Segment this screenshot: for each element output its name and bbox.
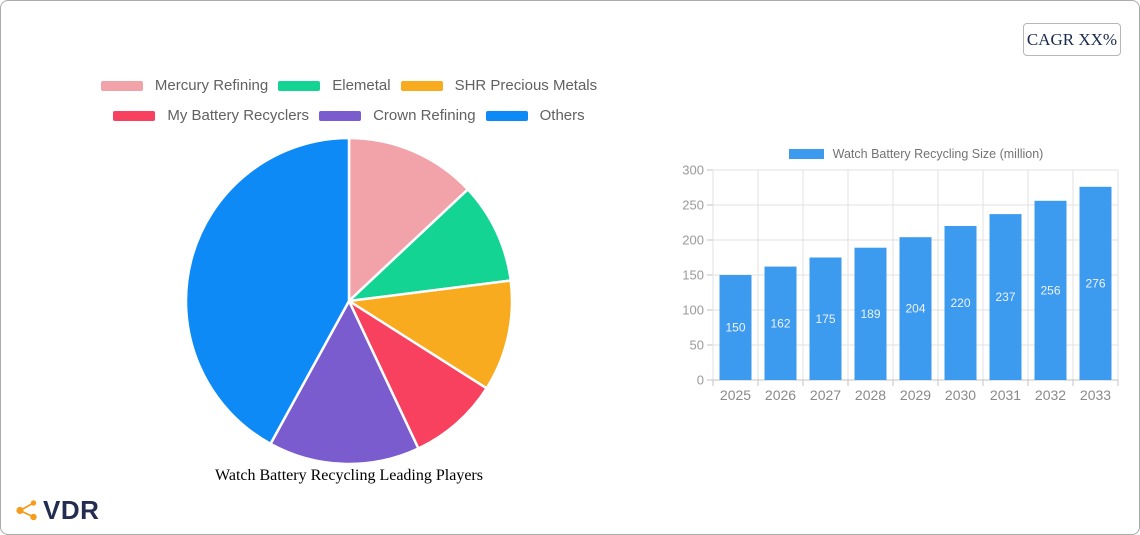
legend-swatch (485, 110, 528, 121)
pie-legend-row: Mercury Refining Elemetal SHR Precious Met… (100, 76, 598, 95)
pie-slice-mercury-refining[interactable] (347, 136, 470, 303)
legend-item-elemetal[interactable]: Elemetal (278, 76, 391, 95)
bar-legend[interactable]: Watch Battery Recycling Size (million) (713, 147, 1119, 161)
bar-series (719, 186, 1112, 381)
bar-2028[interactable] (854, 247, 887, 380)
svg-text:50: 50 (690, 338, 704, 353)
svg-text:2025: 2025 (720, 387, 751, 403)
bar-legend-label: Watch Battery Recycling Size (million) (832, 147, 1044, 161)
svg-text:2033: 2033 (1080, 387, 1111, 403)
legend-swatch (400, 80, 443, 91)
legend-label: SHR Precious Metals (454, 77, 598, 94)
bar-2032[interactable] (1034, 200, 1067, 380)
cagr-badge[interactable]: CAGR XX% (1023, 23, 1121, 56)
legend-swatch (100, 80, 143, 91)
svg-text:0: 0 (697, 373, 704, 388)
pie-slice-crown-refining[interactable] (269, 299, 420, 466)
legend-item-crown-refining[interactable]: Crown Refining (319, 106, 476, 125)
svg-text:220: 220 (950, 296, 970, 310)
svg-text:204: 204 (905, 302, 925, 316)
y-axis-labels: 0 50 100 150 200 250 300 (682, 163, 704, 388)
logo-text: VDR (43, 495, 100, 525)
pie-legend-row: My Battery Recyclers Crown Refining Others (113, 106, 585, 125)
legend-item-others[interactable]: Others (485, 106, 585, 125)
bar-2029[interactable] (899, 237, 932, 380)
svg-text:150: 150 (725, 321, 745, 335)
svg-text:2029: 2029 (900, 387, 931, 403)
pie-legend: Mercury Refining Elemetal SHR Precious Met… (39, 76, 659, 125)
pie-chart[interactable] (184, 136, 514, 466)
vdr-logo[interactable]: VDR (14, 496, 99, 524)
svg-text:237: 237 (995, 290, 1015, 304)
legend-item-shr-precious-metals[interactable]: SHR Precious Metals (400, 76, 598, 95)
legend-label: Crown Refining (373, 107, 476, 124)
svg-text:2028: 2028 (855, 387, 886, 403)
svg-text:150: 150 (682, 268, 704, 283)
legend-label: Elemetal (332, 77, 391, 94)
svg-text:200: 200 (682, 233, 704, 248)
bar-2033[interactable] (1079, 186, 1112, 380)
bar-2031[interactable] (989, 214, 1022, 380)
legend-item-my-battery-recyclers[interactable]: My Battery Recyclers (113, 106, 309, 125)
svg-text:175: 175 (815, 312, 835, 326)
bar-2025[interactable] (719, 275, 752, 380)
svg-text:189: 189 (860, 307, 880, 321)
pie-slice-my-battery-recyclers[interactable] (347, 299, 488, 450)
pie-slice-elemetal[interactable] (347, 188, 512, 303)
legend-label: Mercury Refining (154, 77, 269, 94)
svg-text:2032: 2032 (1035, 387, 1066, 403)
bar-chart[interactable]: 0 50 100 150 200 250 300 150 162 175 189 204 220 237 2… (671, 141, 1140, 426)
pie-slice-shr-precious-metals[interactable] (347, 279, 514, 390)
bar-value-labels: 150 162 175 189 204 220 237 256 276 (725, 276, 1105, 334)
svg-text:300: 300 (682, 163, 704, 178)
pie-slice-others[interactable] (184, 136, 351, 446)
share-network-icon (16, 500, 37, 521)
legend-swatch (113, 110, 156, 121)
svg-text:276: 276 (1085, 276, 1105, 290)
pie-chart-title: Watch Battery Recycling Leading Players (215, 467, 483, 484)
bar-2030[interactable] (944, 226, 977, 380)
svg-text:256: 256 (1040, 283, 1060, 297)
legend-swatch (278, 80, 321, 91)
svg-text:2030: 2030 (945, 387, 976, 403)
legend-label: My Battery Recyclers (167, 107, 310, 124)
svg-text:2027: 2027 (810, 387, 841, 403)
svg-text:162: 162 (770, 316, 790, 330)
svg-text:2031: 2031 (990, 387, 1021, 403)
svg-text:250: 250 (682, 198, 704, 213)
x-axis-labels: 2025 2026 2027 2028 2029 2030 2031 2032 2033 (720, 387, 1111, 403)
legend-item-mercury-refining[interactable]: Mercury Refining (100, 76, 269, 95)
legend-swatch (319, 110, 362, 121)
svg-text:2026: 2026 (765, 387, 796, 403)
bar-legend-swatch (788, 149, 824, 159)
svg-text:100: 100 (682, 303, 704, 318)
bar-2026[interactable] (764, 266, 797, 380)
legend-label: Others (539, 107, 585, 124)
bar-2027[interactable] (809, 257, 842, 381)
